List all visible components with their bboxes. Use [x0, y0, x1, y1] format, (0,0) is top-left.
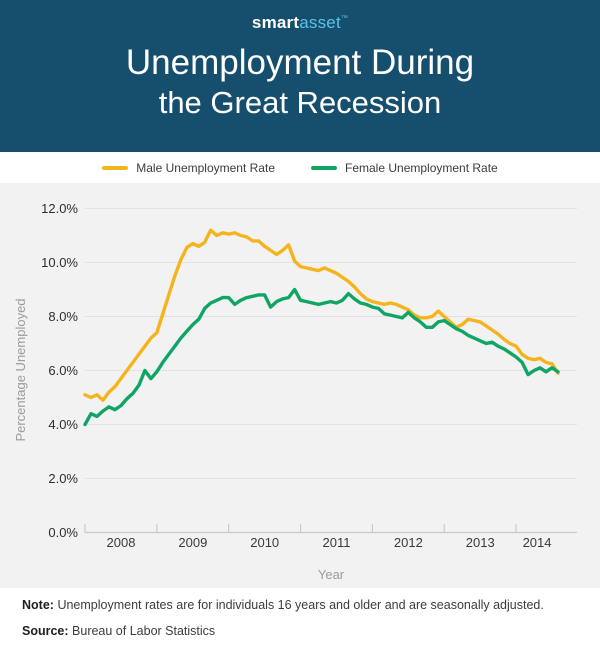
note-text: Unemployment rates are for individuals 1…: [57, 598, 544, 612]
logo-text-asset: asset: [299, 13, 341, 32]
svg-text:4.0%: 4.0%: [48, 417, 78, 432]
svg-text:10.0%: 10.0%: [41, 255, 78, 270]
note-line: Note: Unemployment rates are for individ…: [0, 588, 600, 612]
source-line: Source: Bureau of Labor Statistics: [0, 612, 600, 638]
header-banner: smartasset™ Unemployment During the Grea…: [0, 0, 600, 152]
page-title-line2: the Great Recession: [158, 85, 442, 120]
svg-text:12.0%: 12.0%: [41, 201, 78, 216]
svg-text:2014: 2014: [523, 535, 552, 550]
trademark-symbol: ™: [340, 15, 349, 22]
source-text: Bureau of Labor Statistics: [72, 624, 216, 638]
svg-text:2011: 2011: [323, 535, 351, 550]
svg-text:2013: 2013: [466, 535, 495, 550]
note-label: Note:: [22, 598, 54, 612]
unemployment-line-chart: 0.0% 2.0% 4.0% 6.0% 8.0% 10.0% 12.0% 2008 2009 20…: [13, 201, 577, 582]
smartasset-logo: smartasset™: [0, 0, 600, 33]
chart-area: 0.0% 2.0% 4.0% 6.0% 8.0% 10.0% 12.0% 2008 2009 20…: [0, 183, 600, 588]
svg-text:0.0%: 0.0%: [48, 525, 78, 540]
page-title-line1: Unemployment During: [125, 43, 475, 82]
svg-text:6.0%: 6.0%: [48, 363, 78, 378]
legend-item-male: Male Unemployment Rate: [102, 161, 275, 175]
female-line-swatch: [311, 165, 337, 170]
legend-item-female: Female Unemployment Rate: [311, 161, 498, 175]
legend-label-female: Female Unemployment Rate: [345, 160, 498, 175]
chart-legend: Male Unemployment Rate Female Unemployme…: [0, 152, 600, 183]
legend-label-male: Male Unemployment Rate: [136, 160, 275, 175]
svg-text:Percentage Unemployed: Percentage Unemployed: [13, 298, 28, 441]
male-line-swatch: [102, 165, 129, 170]
svg-text:8.0%: 8.0%: [48, 309, 78, 324]
svg-text:2009: 2009: [178, 535, 207, 550]
svg-text:2010: 2010: [250, 535, 279, 550]
svg-text:Year: Year: [318, 567, 345, 582]
svg-text:2012: 2012: [394, 535, 423, 550]
svg-text:2.0%: 2.0%: [48, 471, 78, 486]
source-label: Source:: [22, 624, 69, 638]
footer-notes: Note: Unemployment rates are for individ…: [0, 588, 600, 655]
svg-text:2008: 2008: [107, 535, 136, 550]
logo-text-smart: smart: [251, 13, 300, 32]
